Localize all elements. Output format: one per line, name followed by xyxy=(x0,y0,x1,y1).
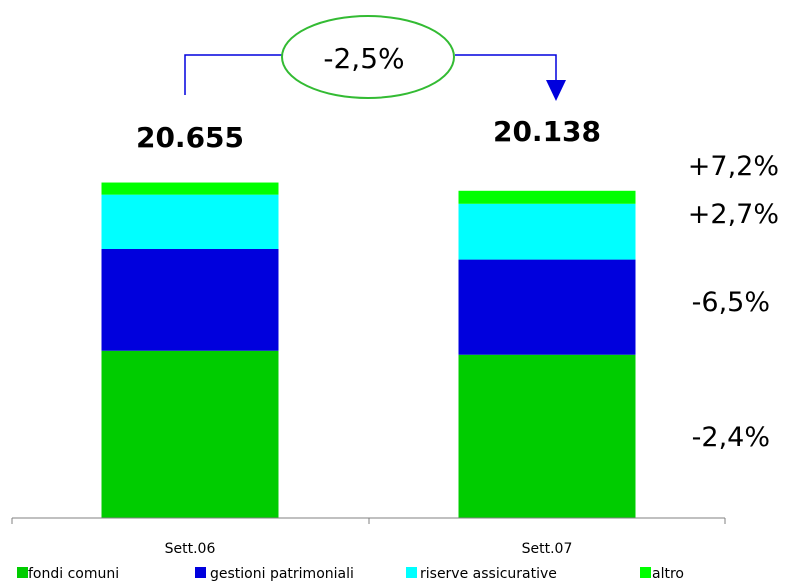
change-connector: -2,5% xyxy=(184,15,566,101)
bar-segment-altro-sett07 xyxy=(458,190,636,204)
change-label: -2,5% xyxy=(323,42,404,75)
legend-swatch xyxy=(17,567,28,578)
bar-segment-riserve-assicurative-sett07 xyxy=(458,203,636,260)
legend-swatch xyxy=(406,567,417,578)
legend-item-gestioni-patrimoniali: gestioni patrimoniali xyxy=(195,566,354,582)
bar-segment-gestioni-patrimoniali-sett07 xyxy=(458,259,636,355)
legend-item-fondi-comuni: fondi comuni xyxy=(17,566,119,582)
connector-arrow-line xyxy=(455,54,557,80)
change-label-fondi-comuni: -2,4% xyxy=(692,422,770,453)
bar-segment-riserve-assicurative-sett06 xyxy=(101,194,279,250)
change-ellipse xyxy=(281,15,455,99)
legend-label: altro xyxy=(652,566,684,582)
legend-swatch xyxy=(640,567,651,578)
arrow-head xyxy=(546,80,566,101)
change-label-riserve-assicurative: +2,7% xyxy=(688,199,779,230)
x-tick-label-sett06: Sett.06 xyxy=(165,541,216,557)
legend-item-altro: altro xyxy=(640,566,684,582)
bars-layer xyxy=(101,182,636,518)
change-label-gestioni-patrimoniali: -6,5% xyxy=(692,287,770,318)
x-tick-label-sett07: Sett.07 xyxy=(522,541,573,557)
connector-arrow-line xyxy=(184,54,282,95)
change-label-altro: +7,2% xyxy=(688,151,779,182)
legend-label: fondi comuni xyxy=(28,566,119,582)
bar-segment-gestioni-patrimoniali-sett06 xyxy=(101,249,279,351)
legend-label: gestioni patrimoniali xyxy=(210,566,354,582)
legend-label: riserve assicurative xyxy=(420,566,557,582)
legend-swatch xyxy=(195,567,206,578)
legend-item-riserve-assicurative: riserve assicurative xyxy=(406,566,557,582)
legend: fondi comuni gestioni patrimoniali riser… xyxy=(17,566,684,582)
bar-segment-fondi-comuni-sett07 xyxy=(458,354,636,518)
bar-segment-fondi-comuni-sett06 xyxy=(101,350,279,518)
total-label-sett06: 20.655 xyxy=(136,121,244,154)
bar-segment-altro-sett06 xyxy=(101,182,279,195)
total-label-sett07: 20.138 xyxy=(493,115,601,148)
